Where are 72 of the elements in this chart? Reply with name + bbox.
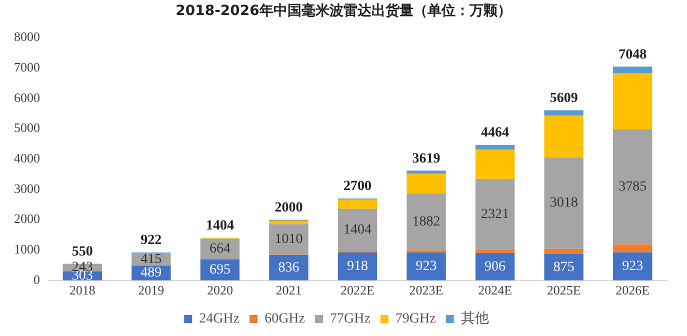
data-label: 664 [209, 242, 230, 257]
total-label: 7048 [618, 47, 647, 62]
data-label: 875 [553, 260, 574, 275]
y-tick-label: 4000 [14, 150, 40, 166]
bar [269, 224, 308, 255]
y-tick-label: 2000 [14, 211, 40, 226]
legend-label: 其他 [460, 310, 489, 327]
data-label: 3785 [618, 180, 647, 195]
data-label: 3018 [550, 196, 578, 211]
bar [475, 249, 515, 253]
total-label: 922 [140, 233, 162, 248]
data-label: 923 [416, 259, 437, 274]
bar [338, 208, 378, 252]
data-label: 906 [484, 259, 506, 274]
bar [406, 252, 446, 280]
bar [475, 178, 515, 250]
y-tick-label: 5000 [14, 120, 40, 136]
bar [406, 170, 446, 174]
data-label: 1404 [344, 222, 372, 238]
bar [200, 238, 240, 260]
bar [338, 252, 378, 280]
bar [613, 73, 652, 130]
y-tick-label: 0 [34, 272, 40, 287]
data-label: 1882 [412, 214, 440, 230]
total-label: 550 [72, 244, 93, 260]
y-tick-label: 6000 [14, 90, 40, 105]
x-tick-label: 2022E [340, 282, 375, 298]
data-label: 2321 [481, 206, 510, 222]
bar [406, 193, 446, 250]
data-label: 415 [140, 252, 162, 267]
data-label: 695 [209, 262, 230, 278]
total-label: 1404 [206, 218, 234, 234]
y-tick-label: 1000 [14, 241, 40, 256]
total-label: 5609 [550, 90, 578, 106]
chart-title: 2018-2026年中国毫米波雷达出货量（单位：万颗） [174, 2, 512, 21]
x-tick-label: 2019 [138, 282, 164, 298]
x-tick-label: 2018 [69, 282, 96, 298]
bar [406, 174, 446, 194]
x-tick-label: 2023E [409, 282, 444, 298]
bar [544, 157, 584, 249]
x-tick-label: 2025E [546, 282, 581, 298]
legend-label: 79GHz [395, 312, 436, 327]
total-label: 4464 [481, 126, 510, 141]
y-tick-label: 7000 [14, 60, 40, 75]
bar [544, 248, 584, 254]
total-label: 2000 [274, 200, 303, 216]
bar [544, 254, 584, 280]
bar [544, 110, 584, 116]
legend-label: 77GHz [330, 312, 370, 327]
data-label: 923 [622, 259, 644, 274]
bar [475, 145, 515, 150]
x-tick-label: 2021 [276, 282, 302, 298]
bar [269, 220, 308, 224]
bar [613, 66, 652, 74]
data-label: 918 [347, 259, 368, 274]
x-tick-label: 2020 [206, 282, 233, 298]
data-label: 836 [278, 260, 300, 276]
bar [338, 200, 378, 209]
total-label: 2700 [344, 179, 372, 194]
bar [613, 244, 652, 252]
legend-label: 60GHz [264, 312, 306, 327]
total-label: 3619 [412, 151, 440, 166]
data-label: 489 [140, 266, 162, 281]
y-tick-label: 3000 [14, 180, 40, 196]
x-tick-label: 2026E [616, 282, 650, 298]
y-tick-label: 8000 [14, 29, 40, 44]
data-label: 1010 [274, 232, 303, 248]
bar [613, 129, 652, 244]
bar [544, 116, 584, 158]
bar [475, 149, 515, 179]
legend-label: 24GHz [199, 312, 240, 327]
x-tick-label: 2024E [478, 282, 512, 298]
